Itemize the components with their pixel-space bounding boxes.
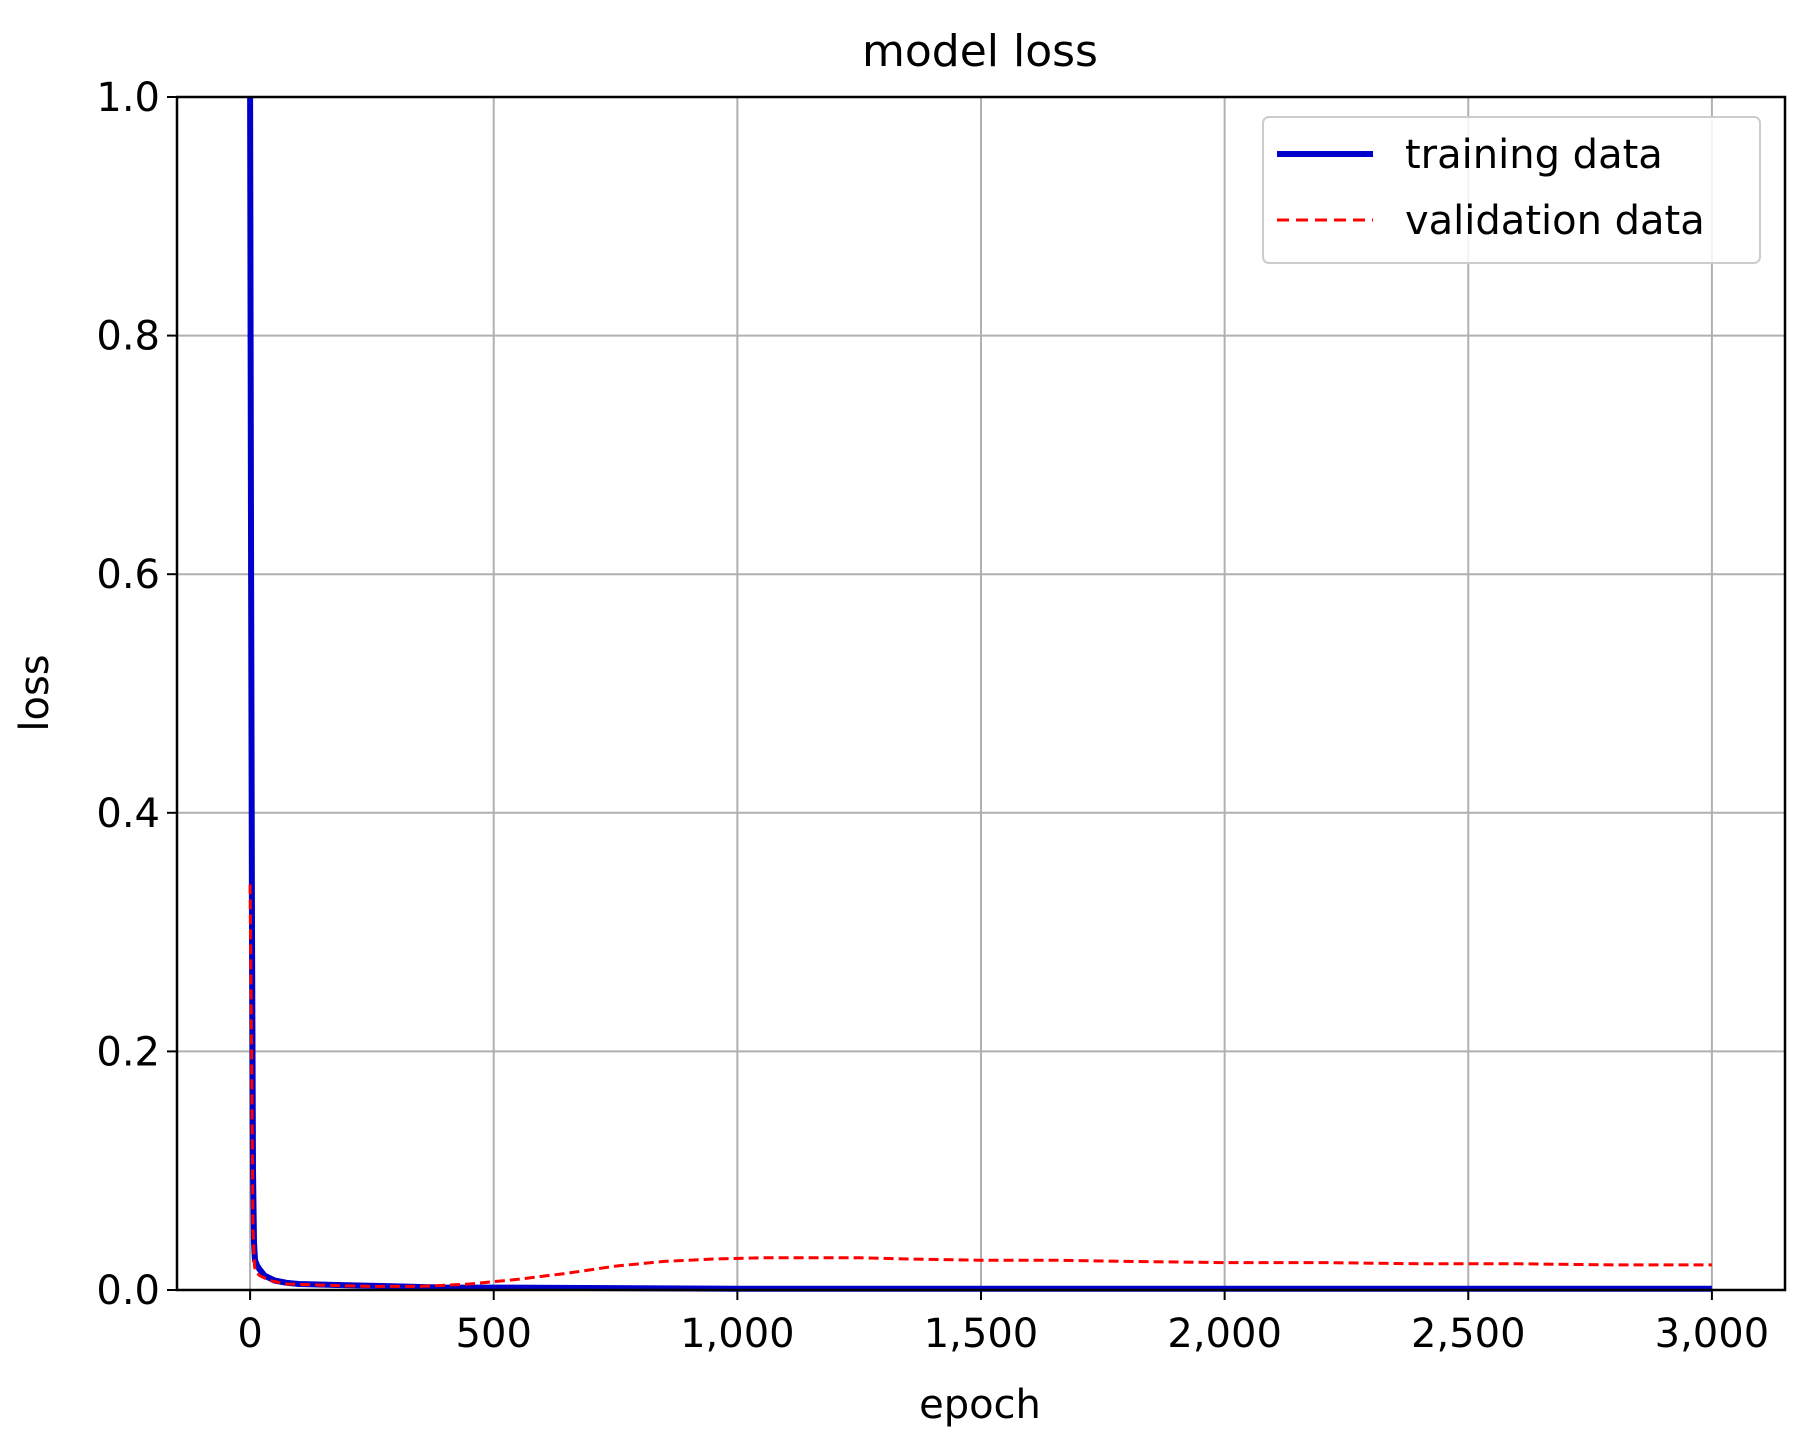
- validation-data-line: [248, 884, 1712, 1288]
- y-tick-label: 0.4: [96, 791, 160, 837]
- legend-label-validation: validation data: [1405, 198, 1705, 244]
- x-tick-label: 1,500: [924, 1311, 1039, 1357]
- x-tick-label: 2,000: [1167, 1311, 1282, 1357]
- chart-title: model loss: [862, 26, 1098, 77]
- y-tick-label: 0.6: [96, 552, 160, 598]
- x-tick-label: 1,000: [680, 1311, 795, 1357]
- x-tick-label: 2,500: [1411, 1311, 1526, 1357]
- y-tick-label: 0.0: [96, 1268, 160, 1314]
- legend-label-training: training data: [1405, 132, 1663, 178]
- y-tick-label: 1.0: [96, 75, 160, 121]
- y-tick-label: 0.2: [96, 1029, 160, 1075]
- y-tick-label: 0.8: [96, 314, 160, 360]
- x-axis-label: epoch: [919, 1382, 1041, 1428]
- x-tick-label: 0: [237, 1311, 262, 1357]
- x-axis: 0 500 1,000 1,500 2,000 2,500 3,000: [237, 1290, 1769, 1357]
- y-axis-label: loss: [12, 654, 58, 731]
- y-axis: 0.0 0.2 0.4 0.6 0.8 1.0: [96, 75, 177, 1314]
- legend: training data validation data: [1262, 116, 1761, 264]
- legend-box: [1262, 116, 1761, 264]
- x-tick-label: 3,000: [1655, 1311, 1770, 1357]
- x-tick-label: 500: [456, 1311, 532, 1357]
